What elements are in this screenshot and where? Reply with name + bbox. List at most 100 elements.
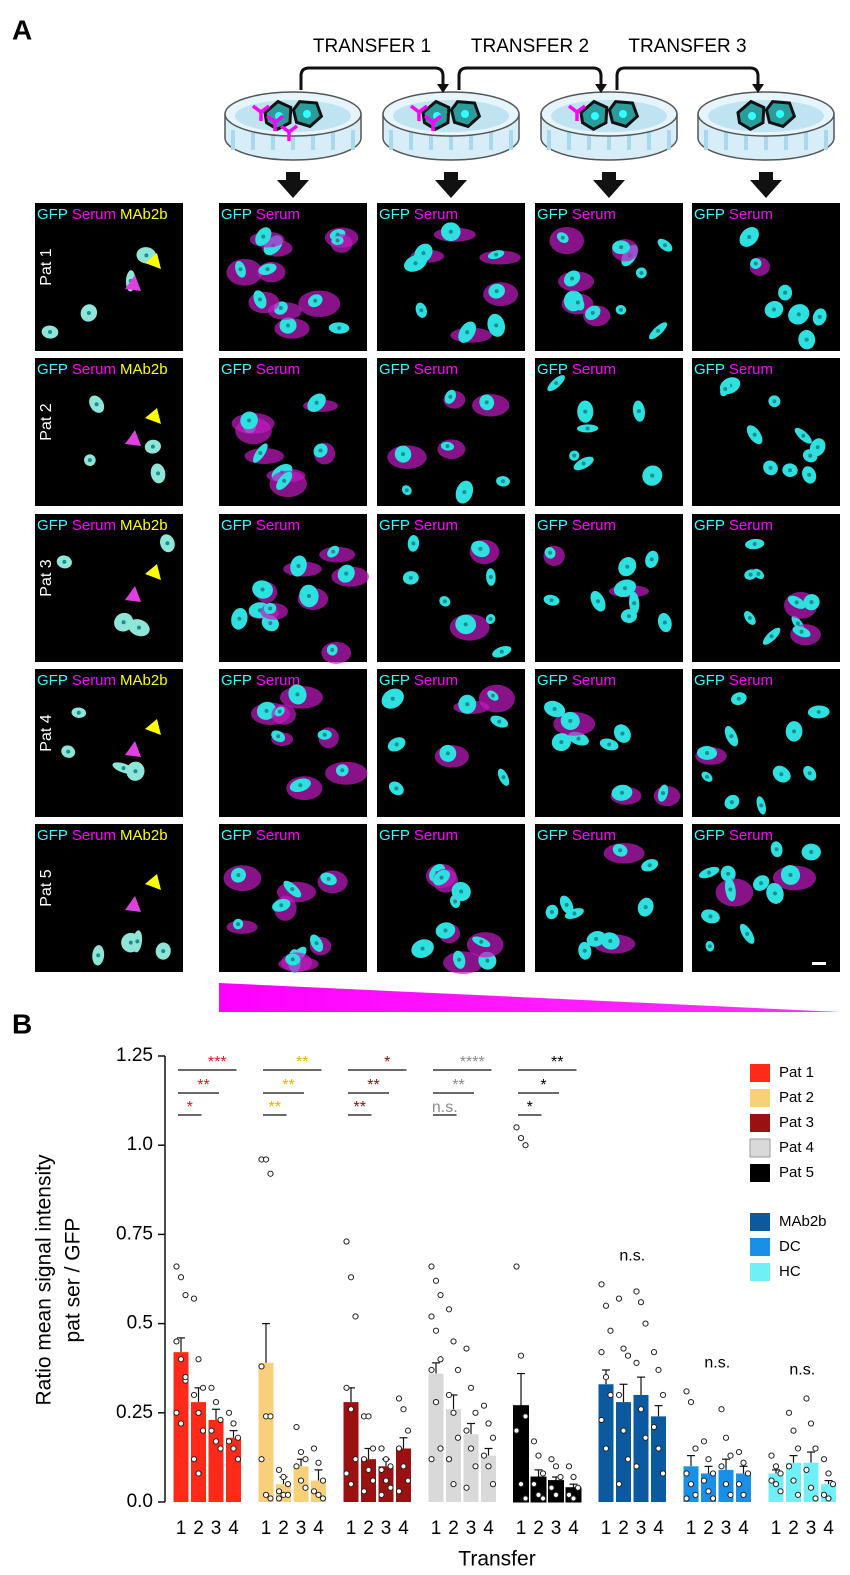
gfp-nucleus: [261, 234, 266, 239]
data-point: [360, 1488, 368, 1495]
gfp-nucleus: [548, 550, 553, 555]
gfp-nucleus: [636, 409, 641, 414]
data-point: [794, 1491, 802, 1498]
data-point: [735, 1481, 743, 1488]
data-point: [829, 1481, 837, 1488]
gfp-nucleus: [759, 881, 764, 886]
data-point: [262, 1491, 270, 1498]
micrograph: [692, 203, 840, 351]
data-point: [182, 1291, 189, 1299]
gfp-nucleus: [756, 571, 761, 576]
bar: [513, 1405, 529, 1503]
gfp-nucleus: [559, 740, 564, 745]
dish-medium: [551, 100, 667, 132]
gfp-nucleus: [401, 452, 406, 457]
data-point: [602, 1374, 610, 1381]
legend-label: Pat 3: [779, 1114, 814, 1131]
data-point: [768, 1452, 775, 1459]
data-point: [803, 1395, 810, 1402]
antibody: [251, 104, 271, 121]
channel-name: Serum: [729, 206, 773, 223]
channel-name: GFP: [694, 361, 725, 378]
significance-label: *: [187, 1099, 193, 1116]
data-point: [395, 1488, 403, 1495]
nucleus: [461, 110, 469, 118]
data-point: [347, 1274, 355, 1281]
data-point: [718, 1463, 725, 1470]
x-tick-label: 3: [466, 1518, 477, 1539]
nucleus: [591, 112, 599, 120]
gfp-nucleus: [394, 786, 399, 791]
gfp-nucleus: [236, 922, 241, 927]
data-point: [234, 1456, 242, 1463]
data-point: [807, 1484, 815, 1491]
micrograph: [692, 358, 840, 506]
data-point: [615, 1295, 623, 1302]
data-point: [212, 1438, 220, 1445]
data-point: [343, 1238, 350, 1245]
x-tick-label: 4: [738, 1518, 749, 1539]
gfp-nucleus: [340, 768, 345, 773]
channel-name: MAb2b: [120, 672, 168, 689]
data-point: [258, 1456, 265, 1463]
data-point: [177, 1420, 185, 1427]
gfp-nucleus: [331, 549, 336, 554]
data-point: [275, 1495, 283, 1502]
gfp-nucleus: [314, 400, 319, 405]
transfer-bracket: [615, 66, 760, 90]
data-point: [382, 1456, 390, 1463]
legend-swatch: [750, 1089, 770, 1107]
gfp-nucleus: [656, 328, 661, 333]
gfp-nucleus: [783, 290, 788, 295]
gfp-nucleus: [752, 432, 757, 437]
data-point: [437, 1445, 444, 1452]
data-point: [705, 1488, 712, 1495]
gfp-nucleus: [815, 445, 820, 450]
data-point: [602, 1445, 610, 1452]
legend-swatch: [750, 1263, 770, 1281]
significance-label: **: [367, 1077, 379, 1094]
bar: [548, 1480, 564, 1503]
channel-name: GFP: [37, 517, 68, 534]
data-point: [225, 1409, 233, 1416]
row-label: Pat 2: [38, 403, 55, 440]
gfp-nucleus: [576, 736, 581, 741]
data-point: [535, 1491, 542, 1498]
gfp-nucleus: [661, 791, 666, 796]
data-point: [378, 1491, 385, 1498]
gfp-nucleus: [290, 957, 295, 962]
gfp-nucleus: [639, 270, 644, 275]
significance-label: **: [282, 1077, 294, 1094]
data-point: [230, 1445, 237, 1452]
data-point: [602, 1302, 610, 1309]
x-tick-label: 4: [568, 1518, 579, 1539]
gfp-nucleus: [753, 261, 758, 266]
data-point: [598, 1349, 605, 1356]
channel-label: GFP Serum: [221, 827, 300, 844]
data-point: [400, 1406, 407, 1413]
channel-name: GFP: [221, 206, 252, 223]
legend-swatch: [750, 1114, 770, 1132]
gfp-nucleus: [622, 586, 627, 591]
data-point: [642, 1320, 649, 1327]
x-tick-label: 4: [313, 1518, 324, 1539]
gfp-nucleus: [121, 766, 126, 771]
data-point: [387, 1484, 394, 1491]
data-point: [539, 1470, 547, 1477]
micrograph: [35, 669, 183, 817]
gfp-nucleus: [759, 803, 764, 808]
legend-swatch: [750, 1064, 770, 1082]
gfp-nucleus: [772, 891, 777, 896]
channel-label: GFP Serum: [537, 517, 616, 534]
y-axis-title: Ratio mean signal intensity: [33, 1154, 56, 1405]
x-tick-label: 3: [806, 1518, 817, 1539]
x-tick-label: 3: [636, 1518, 647, 1539]
channel-name: MAb2b: [120, 361, 168, 378]
bar: [633, 1394, 649, 1502]
data-point: [302, 1484, 309, 1491]
transfer-bracket: [299, 66, 445, 90]
data-point: [310, 1445, 318, 1452]
down-arrow: [593, 172, 625, 198]
x-tick-label: 3: [721, 1518, 732, 1539]
gfp-nucleus: [499, 649, 504, 654]
